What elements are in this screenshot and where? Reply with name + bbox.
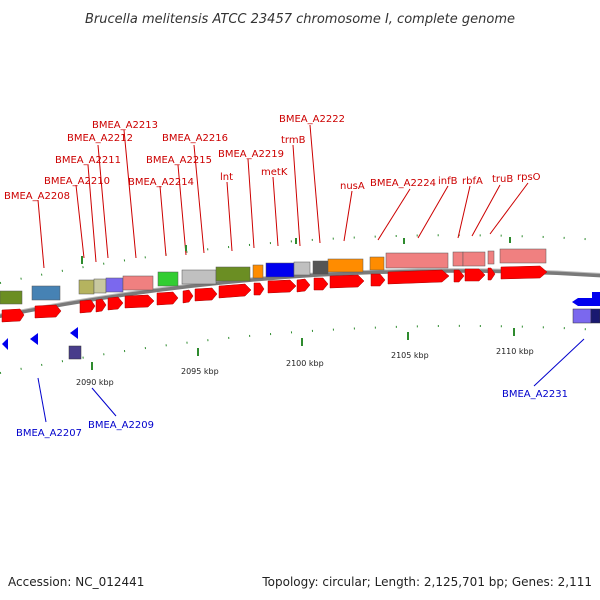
gene-block [590,308,600,324]
gene-block [293,261,311,276]
topology-label: Topology: circular; Length: 2,125,701 bp… [261,575,592,589]
cds-arrow-reverse-tail [592,292,600,306]
gene-block [78,279,95,295]
forward-gene-track [0,248,547,305]
gene-block [487,250,495,265]
gene-label-rpso: rpsO [517,172,541,183]
cds-arrow [453,269,465,283]
cds-arrow-reverse [70,327,78,339]
gene-block [452,251,464,267]
gene-block [327,258,364,273]
gene-label-bmea-a2211: BMEA_A2211 [55,155,121,166]
accession-label: Accession: NC_012441 [8,575,144,589]
forward-cds-track [1,265,548,323]
gene-block [31,285,61,301]
gene-label-trub: truB [492,174,513,185]
cds-arrow [218,283,252,299]
gene-label-bmea-a2216: BMEA_A2216 [162,133,228,144]
gene-label-bmea-a2224: BMEA_A2224 [370,178,436,189]
gene-block [462,251,486,267]
reverse-leader-lines [37,338,585,423]
cds-arrow-reverse [572,298,592,306]
cds-arrow [34,304,62,319]
gene-label-bmea-a2222: BMEA_A2222 [279,114,345,125]
cds-arrow [95,298,107,313]
reverse-feature-track [2,292,600,360]
scale-ticks [81,237,515,370]
gene-block [122,275,154,291]
gene-label-bmea-a2215: BMEA_A2215 [146,155,212,166]
gene-label-metk: metK [261,167,288,178]
cds-arrow [296,278,311,293]
tick-label-2095: 2095 kbp [181,367,219,376]
gene-label-bmea-a2231: BMEA_A2231 [502,389,568,400]
tick-label-2105: 2105 kbp [391,351,429,360]
gene-label-infb: infB [438,176,458,187]
gene-block [499,248,547,264]
gene-block [265,262,295,278]
gene-label-rbfa: rbfA [462,176,483,187]
tick-label-2100: 2100 kbp [286,359,324,368]
gene-block [572,308,592,324]
gene-label-nusa: nusA [340,181,365,192]
reverse-labels: BMEA_A2207 BMEA_A2209 BMEA_A2231 [16,389,568,439]
gene-block [312,260,329,275]
cds-arrow [267,279,297,294]
cds-arrow [313,277,329,291]
gene-label-bmea-a2209: BMEA_A2209 [88,420,154,431]
tick-label-2110: 2110 kbp [496,347,534,356]
gene-label-bmea-a2212: BMEA_A2212 [67,133,133,144]
gene-block [181,269,217,285]
gene-label-bmea-a2208: BMEA_A2208 [4,191,70,202]
gene-label-bmea-a2207: BMEA_A2207 [16,428,82,439]
tick-label-2090: 2090 kbp [76,378,114,387]
cds-arrow [500,265,548,280]
cds-arrow [124,294,155,309]
gene-block [252,264,264,279]
cds-arrow-reverse [30,333,38,345]
cds-arrow [487,267,496,281]
gene-label-trmb: trmB [281,135,306,146]
map-title: Brucella melitensis ATCC 23457 chromosom… [85,12,515,27]
cds-arrow [156,291,179,306]
cds-arrow [329,274,365,289]
gene-block [369,256,385,271]
cds-arrow [387,269,450,285]
cds-arrow [253,282,265,296]
cds-arrow [1,308,25,323]
cds-arrow [464,268,486,282]
gene-label-bmea-a2213: BMEA_A2213 [92,120,158,131]
cds-arrow [182,289,194,304]
gene-block [93,278,107,294]
gene-block [157,271,179,287]
forward-leader-lines [37,124,529,269]
forward-labels: BMEA_A2208 BMEA_A2210 BMEA_A2211 BMEA_A2… [4,114,541,202]
gene-label-bmea-a2214: BMEA_A2214 [128,177,194,188]
cds-arrow [370,273,386,287]
gene-block [215,266,251,282]
cds-arrow [194,287,218,302]
cds-arrow-reverse [2,338,8,350]
gene-label-lnt: lnt [220,172,233,183]
gene-block [105,277,124,293]
gene-label-bmea-a2210: BMEA_A2210 [44,176,110,187]
cds-arrow [79,299,96,314]
gene-block [68,345,82,360]
gene-block [0,290,23,305]
scale-labels: 2090 kbp 2095 kbp 2100 kbp 2105 kbp 2110… [76,347,534,387]
gene-label-bmea-a2219: BMEA_A2219 [218,149,284,160]
gene-block [385,252,449,269]
cds-arrow [107,296,124,311]
